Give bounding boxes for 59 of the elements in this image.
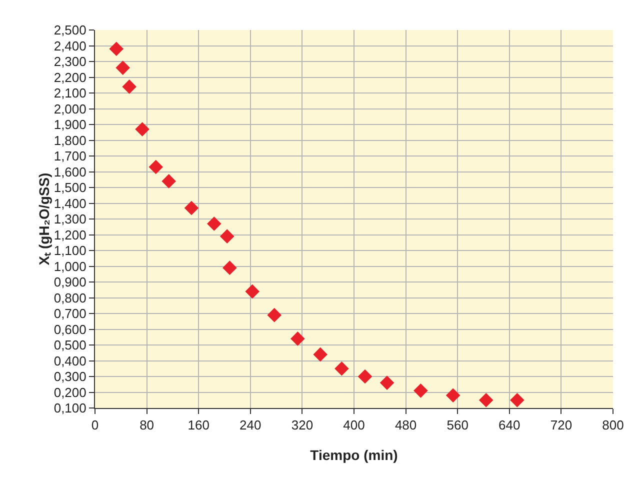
y-tick-label: 1,500 <box>54 180 86 196</box>
y-tick-label: 2,200 <box>54 70 86 85</box>
point <box>116 60 130 75</box>
point <box>148 160 164 174</box>
point <box>380 376 394 390</box>
y-tick-label: 1,400 <box>54 196 86 211</box>
y-tick-label: 1,900 <box>54 117 86 132</box>
point <box>290 332 305 346</box>
point <box>267 308 282 322</box>
x-tick-label: 640 <box>498 418 520 433</box>
point <box>446 388 460 403</box>
y-tick-label: 0,200 <box>54 384 86 400</box>
point <box>358 369 372 384</box>
point <box>206 216 222 231</box>
point <box>109 42 124 56</box>
point <box>313 347 328 362</box>
y-tick-label: 0,800 <box>54 290 86 306</box>
y-tick-label: 0,100 <box>54 400 86 416</box>
point <box>334 361 349 376</box>
y-tick-label: 2,100 <box>54 86 86 101</box>
point <box>510 392 524 408</box>
x-tick-label: 240 <box>240 418 262 433</box>
y-tick-label: 0,600 <box>54 322 86 337</box>
y-tick-label: 1,100 <box>54 243 86 258</box>
x-axis-title: Tiempo (min) <box>310 447 398 463</box>
point <box>220 229 234 244</box>
x-tick-label: 0 <box>91 418 99 433</box>
y-tick-label: 2,400 <box>54 38 86 54</box>
y-tick-label: 2,300 <box>54 54 86 70</box>
y-tick-label: 1,800 <box>54 132 86 148</box>
y-tick-label: 0,700 <box>54 306 86 322</box>
y-axis-title: Xₜ (gH₂O/gSS) <box>36 172 52 266</box>
point <box>245 284 260 299</box>
x-tick-label: 160 <box>188 418 210 433</box>
x-tick-label: 320 <box>291 418 314 433</box>
point <box>414 384 428 398</box>
point <box>135 122 150 136</box>
x-tick-label: 560 <box>446 418 468 433</box>
y-tick-label: 2,500 <box>54 22 86 38</box>
y-tick-label: 0,300 <box>54 369 86 384</box>
y-tick-label: 1,700 <box>54 148 86 164</box>
y-tick-label: 0,900 <box>54 274 86 290</box>
point <box>122 80 136 94</box>
y-tick-label: 1,200 <box>54 227 86 242</box>
y-tick-label: 0,400 <box>54 353 86 368</box>
y-tick-label: 1,300 <box>54 212 86 227</box>
x-tick-label: 80 <box>140 418 154 433</box>
y-tick-label: 2,000 <box>54 101 86 116</box>
y-tick-label: 1,600 <box>54 164 86 180</box>
point <box>478 392 494 408</box>
x-tick-label: 480 <box>394 418 417 433</box>
point <box>184 200 199 216</box>
x-tick-label: 720 <box>550 418 572 433</box>
y-tick-label: 1,000 <box>54 258 86 274</box>
point <box>222 260 237 275</box>
x-tick-label: 400 <box>343 418 365 433</box>
point <box>162 174 176 188</box>
y-tick-label: 0,500 <box>54 338 86 353</box>
x-tick-label: 800 <box>602 418 624 433</box>
